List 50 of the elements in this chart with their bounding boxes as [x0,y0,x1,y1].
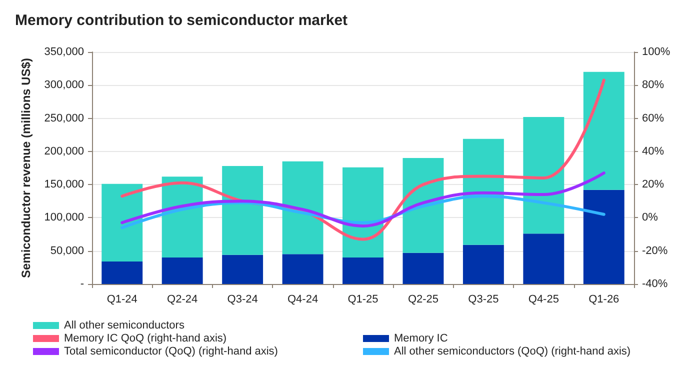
x-tick-label: Q3-24 [227,294,258,306]
bar [222,166,264,255]
y2-tick-label: 100% [642,46,670,58]
y-tick-label: 150,000 [44,178,84,191]
bar [162,257,203,284]
bar [402,252,444,284]
y2-tick-label: -40% [642,278,668,290]
bar [282,161,324,254]
y-tick-label: 300,000 [44,79,84,92]
bar [583,72,624,190]
legend-label: All other semiconductors (QoQ) (right-hand axis) [394,346,631,358]
bar [583,190,624,284]
bar [102,261,143,284]
chart-title: Memory contribution to semiconductor market [15,12,348,29]
legend-label: Memory IC [394,332,448,344]
bar [222,254,264,284]
bar [462,244,504,284]
y2-tick-label: -20% [642,244,668,257]
y2-tick-label: 20% [642,178,664,191]
y-tick-label: 100,000 [44,212,84,224]
legend-label: Memory IC QoQ (right-hand axis) [64,332,227,344]
y-tick-label: 50,000 [50,244,84,257]
x-tick-label: Q1-26 [588,294,620,306]
x-tick-label: Q4-25 [528,294,559,306]
bar [102,184,143,262]
bar [342,257,384,284]
y-tick-label: 350,000 [44,46,84,58]
bar [523,234,564,284]
x-tick-label: Q2-24 [167,294,198,306]
y-axis-title: Semiconductor revenue (millions US$) [19,58,33,278]
y2-tick-label: 40% [642,145,664,158]
y-tick-label: 250,000 [44,112,84,124]
legend-label: All other semiconductors [64,320,185,332]
bar [342,167,384,258]
x-tick-label: Q2-25 [408,294,439,306]
y2-tick-label: 60% [642,112,664,124]
line-series [120,194,606,230]
x-tick-label: Q1-24 [106,294,138,306]
line-series [120,171,606,228]
bar [462,138,504,245]
x-tick-label: Q3-25 [468,294,499,306]
y2-tick-label: 80% [642,79,664,92]
y-tick-label: - [80,278,84,290]
y2-tick-label: 0% [642,212,658,224]
x-tick-label: Q1-25 [348,294,378,306]
bar [282,254,324,284]
x-tick-label: Q4-24 [287,294,318,306]
legend-label: Total semiconductor (QoQ) (right-hand axis) [64,346,278,358]
y-tick-label: 200,000 [44,145,84,158]
bar [523,116,564,234]
